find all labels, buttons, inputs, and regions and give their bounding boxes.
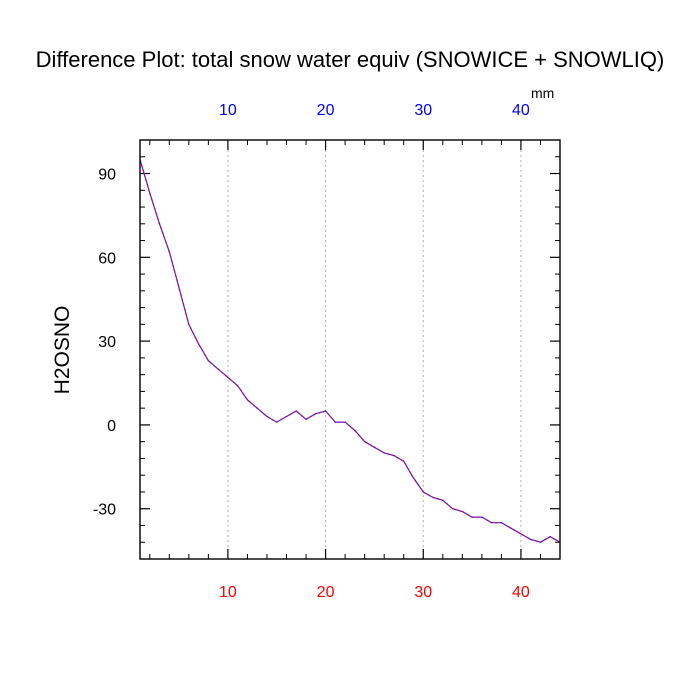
data-point	[227, 376, 229, 379]
data-point	[344, 421, 346, 423]
x-tick-label-bottom: 30	[414, 584, 432, 601]
y-tick-label: 60	[98, 250, 116, 267]
data-point	[207, 360, 209, 362]
x-tick-label-bottom: 40	[512, 584, 530, 601]
series-line-dashed	[139, 159, 561, 543]
data-point	[168, 251, 170, 253]
x-tick-label-top: 40	[512, 102, 530, 119]
y-tick-label: 0	[107, 418, 116, 435]
data-point	[178, 287, 180, 289]
x-tick-label-bottom: 20	[317, 584, 335, 601]
data-point	[237, 385, 239, 387]
data-point	[246, 399, 249, 401]
data-point	[158, 223, 161, 225]
data-point	[403, 460, 405, 462]
series-layer	[139, 158, 561, 543]
y-tick-label: 90	[98, 167, 116, 184]
data-point	[217, 368, 219, 370]
data-point	[373, 446, 376, 448]
data-point	[276, 421, 278, 423]
data-point	[491, 522, 493, 524]
data-point	[324, 410, 327, 412]
y-tick-label: -30	[93, 502, 116, 519]
x-tick-label-bottom: 10	[219, 584, 237, 601]
data-point	[520, 533, 522, 535]
data-point	[305, 418, 307, 420]
tick-labels: 10 10 20 20 30 30 40 40 -30 0 30 60 90	[93, 102, 530, 601]
data-point	[149, 192, 151, 194]
data-point	[266, 415, 268, 418]
data-point	[442, 499, 444, 501]
data-point	[354, 429, 356, 432]
data-point	[383, 452, 385, 454]
data-point	[412, 477, 415, 479]
data-point	[539, 541, 542, 543]
data-point	[471, 516, 473, 518]
data-point	[188, 323, 190, 325]
data-point	[295, 410, 297, 412]
data-point	[500, 522, 502, 524]
x-tick-label-top: 10	[219, 102, 237, 119]
data-point	[285, 415, 288, 418]
data-point	[510, 527, 512, 529]
data-point	[530, 538, 532, 541]
x-tick-label-top: 30	[414, 102, 432, 119]
data-point	[451, 508, 454, 510]
data-point	[393, 455, 395, 457]
y-tick-label: 30	[98, 334, 116, 351]
x-tick-label-top: 20	[317, 102, 335, 119]
chart-title: Difference Plot: total snow water equiv …	[35, 47, 665, 72]
data-point	[198, 343, 200, 345]
data-point	[334, 421, 336, 423]
data-point	[461, 510, 463, 513]
data-point	[256, 407, 258, 409]
data-point	[422, 491, 424, 493]
data-point	[364, 441, 366, 443]
major-ticks	[140, 140, 560, 559]
data-point	[481, 516, 483, 518]
plot-frame	[139, 139, 561, 560]
units-label: mm	[531, 85, 555, 101]
grid-lines	[227, 140, 522, 559]
data-point	[432, 496, 434, 499]
data-point	[549, 536, 551, 538]
data-point	[315, 413, 317, 415]
minor-ticks	[140, 140, 561, 559]
